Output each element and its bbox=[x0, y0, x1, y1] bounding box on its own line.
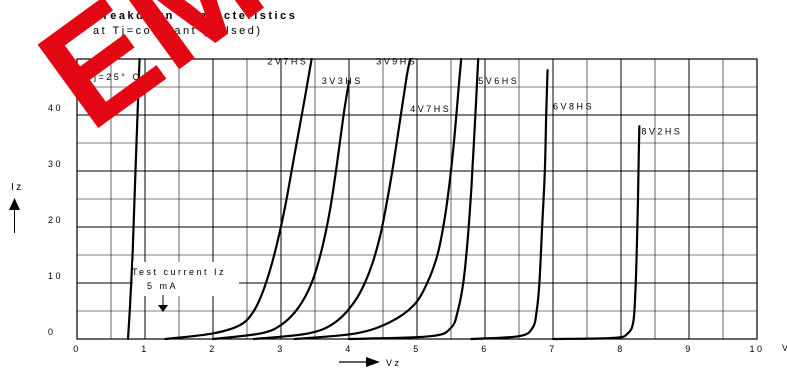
y-tick-label: 40 bbox=[48, 103, 63, 113]
x-unit-label: V bbox=[782, 343, 787, 353]
curve-6v8hs bbox=[470, 69, 549, 341]
x-tick-label: 9 bbox=[685, 344, 693, 354]
x-axis-label: Vz bbox=[386, 358, 402, 368]
x-tick-label: 5 bbox=[413, 344, 421, 354]
curve-0v8hs bbox=[126, 57, 141, 341]
curve-label-3v9hs: 3V9HS bbox=[376, 57, 417, 67]
grid bbox=[76, 58, 758, 340]
curve-8v2hs bbox=[551, 125, 641, 341]
curve-label-8v2hs: 8V2HS bbox=[641, 127, 682, 137]
chart-subtitle: at Tj=constant (pulsed) bbox=[93, 25, 263, 37]
curve-label-6v8hs: 6V8HS bbox=[553, 101, 594, 111]
y-tick-label: 50 bbox=[48, 47, 63, 57]
x-tick-label: 1 bbox=[141, 344, 149, 354]
chart-title: Breakdown Characteristics bbox=[93, 10, 297, 22]
curve-label-2v7hs: 2V7HS bbox=[267, 57, 308, 67]
y-tick-label: 10 bbox=[48, 271, 63, 281]
x-tick-label: 3 bbox=[277, 344, 285, 354]
x-tick-label: 7 bbox=[549, 344, 557, 354]
y-axis-label: Iz bbox=[11, 182, 24, 193]
x-tick-label: 6 bbox=[481, 344, 489, 354]
curve-label-4v7hs: 4V7HS bbox=[410, 104, 451, 114]
curve-label-5v6hs: 5V6HS bbox=[478, 76, 519, 86]
x-axis-arrow-icon bbox=[339, 357, 380, 367]
y-tick-label: 20 bbox=[48, 215, 63, 225]
curve-4v7hs bbox=[293, 57, 463, 341]
curve-2v7hs bbox=[164, 57, 313, 341]
annotation-line2: 5 mA bbox=[147, 281, 178, 291]
watermark-text: EMV bbox=[10, 0, 372, 160]
x-tick-labels: 0 1 2 3 4 5 6 7 8 9 10 bbox=[73, 344, 764, 354]
temperature-condition-label: Tj=25° C bbox=[86, 72, 141, 82]
y-tick-label: 0 bbox=[48, 327, 56, 337]
annotation-line1: Test current Iz bbox=[132, 267, 226, 277]
curves bbox=[126, 57, 641, 341]
curve-label-0v8hs: 0V8HS bbox=[84, 101, 125, 111]
curve-3v3hs bbox=[211, 80, 351, 341]
y-tick-labels: 0 10 20 30 40 50 bbox=[48, 47, 63, 337]
y-tick-label: 30 bbox=[48, 159, 63, 169]
y-axis-arrow-icon bbox=[9, 198, 20, 233]
curve-3v9hs bbox=[252, 57, 412, 341]
x-tick-label: 4 bbox=[345, 344, 353, 354]
x-tick-label: 10 bbox=[749, 344, 764, 354]
x-tick-label: 8 bbox=[617, 344, 625, 354]
x-tick-label: 2 bbox=[209, 344, 217, 354]
x-tick-label: 0 bbox=[73, 344, 81, 354]
plot-frame bbox=[76, 58, 758, 340]
y-unit-label: mA bbox=[49, 41, 68, 51]
annotation-box bbox=[133, 262, 239, 296]
annotation-arrow-icon bbox=[158, 295, 168, 312]
curve-5v6hs bbox=[347, 57, 480, 341]
curve-labels: 0V8HS 2V7HS 3V3HS 3V9HS 4V7HS 5V6HS 6V8HS 8V2HS bbox=[84, 57, 682, 137]
curve-label-3v3hs: 3V3HS bbox=[322, 76, 363, 86]
